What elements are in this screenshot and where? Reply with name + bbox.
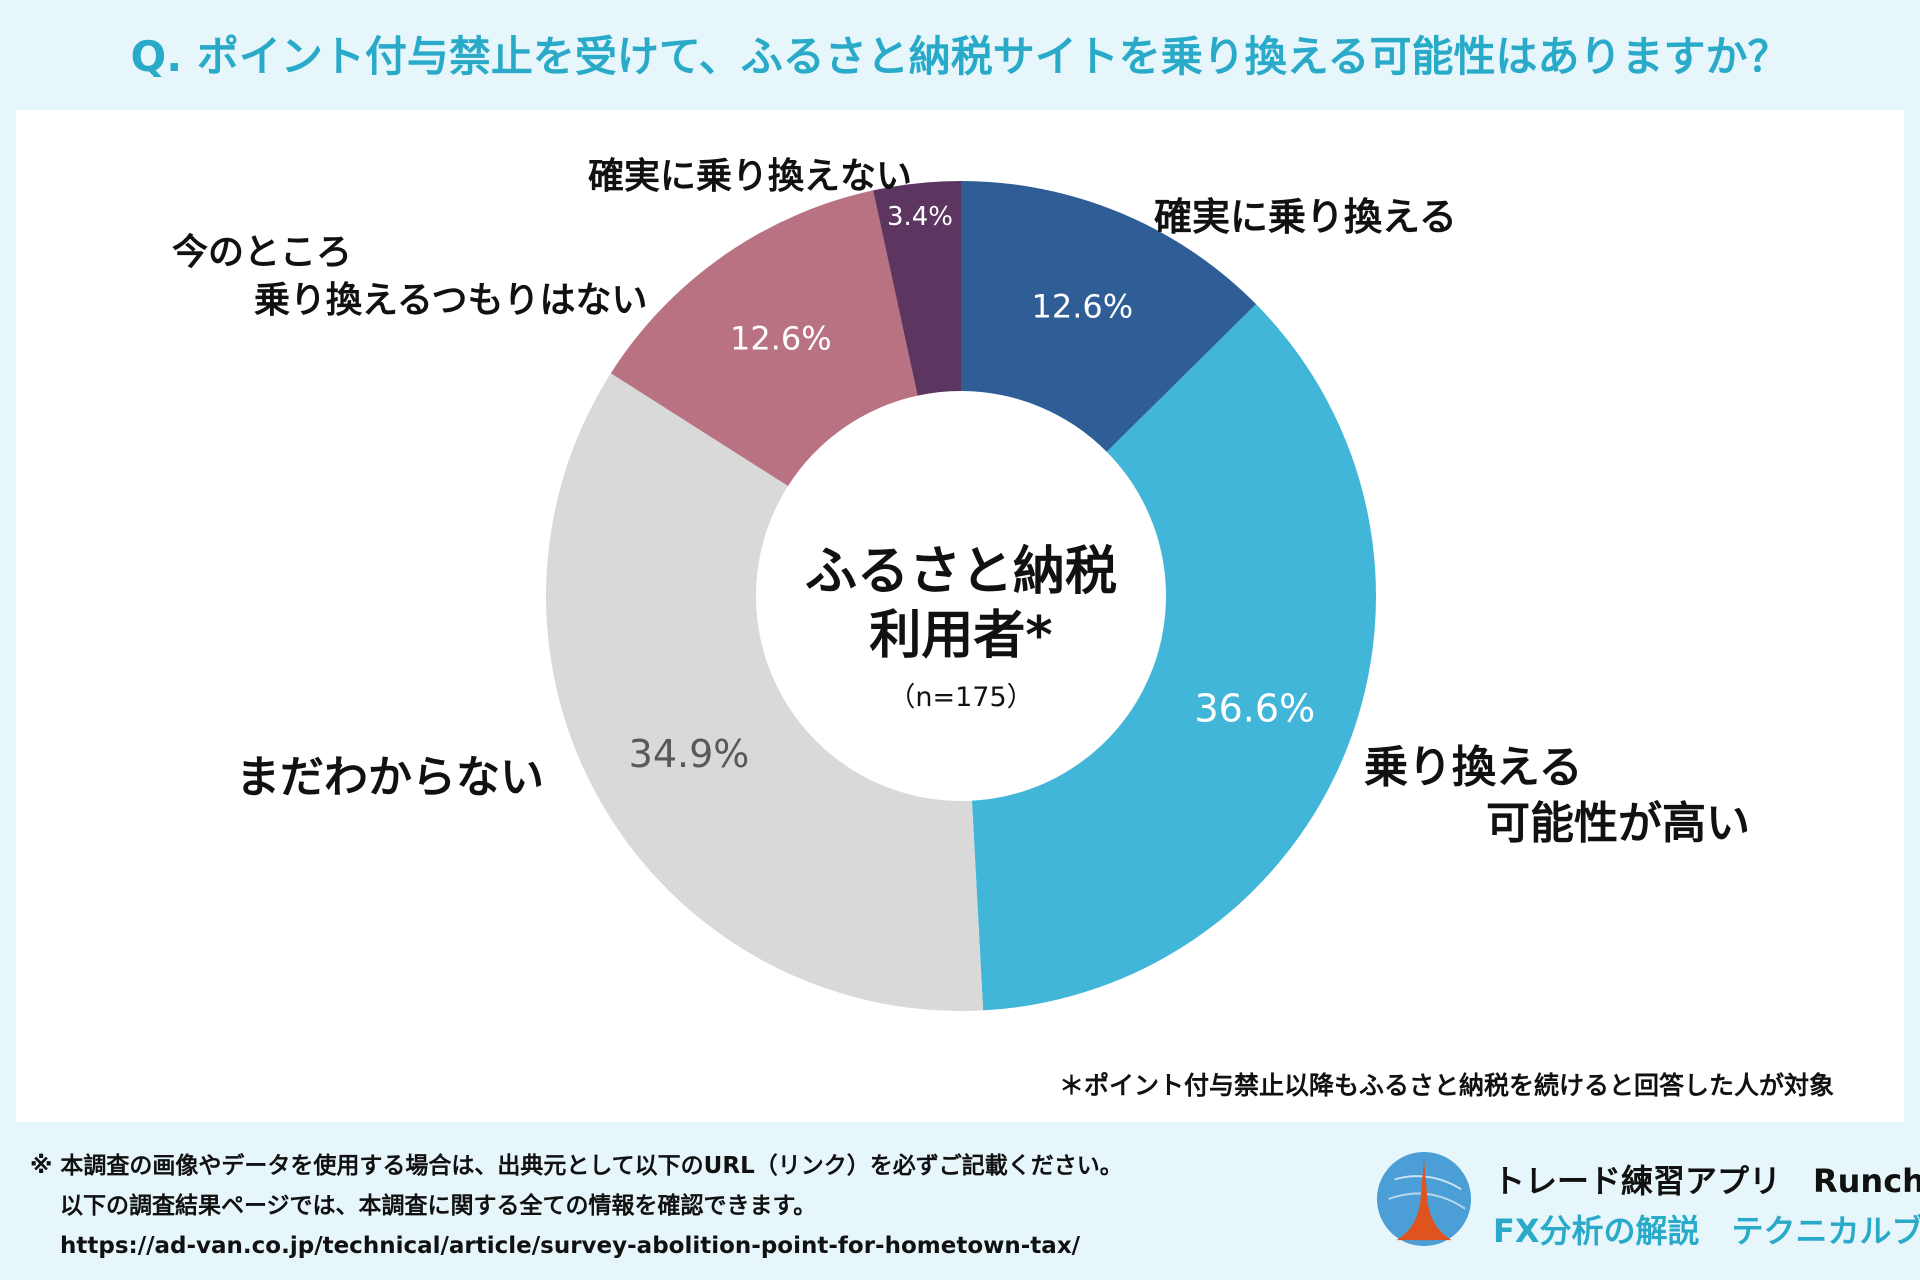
chart-panel: 12.6% 36.6% 34.9% 12.6% 3.4% ふるさと納税 利用者* （n=… (16, 110, 1904, 1122)
usage-notice: ※ 本調査の画像やデータを使用する場合は、出典元として以下のURL（リンク）を必… (30, 1146, 1123, 1266)
respondent-footnote: ＊ポイント付与禁止以降もふるさと納税を続けると回答した人が対象 (1058, 1071, 1834, 1100)
source-url-link[interactable]: https://ad-van.co.jp/technical/article/s… (60, 1233, 1081, 1259)
brand-name: トレード練習アプリ Runcha (1493, 1162, 1920, 1200)
slice-3 (610, 190, 918, 486)
notice-line2: 以下の調査結果ページでは、本調査に関する全ての情報を確認できます。 (60, 1193, 817, 1219)
slice-1 (971, 304, 1377, 1011)
donut-chart: 12.6% 36.6% 34.9% 12.6% 3.4% ふるさと納税 利用者* （n=… (545, 181, 1377, 1012)
label-imano-line1: 今のところ (172, 232, 353, 273)
label-imano-line2: 乗り換えるつもりはない (254, 280, 648, 321)
runcha-logo-icon (1376, 1151, 1472, 1247)
slice-4 (873, 181, 961, 396)
brand-subtitle: FX分析の解説 テクニカルブック (1493, 1212, 1920, 1250)
label-kanousei-line1: 乗り換える (1364, 742, 1583, 793)
slice-value-label-0: 12.6% (1032, 287, 1134, 325)
slice-2 (545, 373, 984, 1012)
slice-value-label-4: 3.4% (887, 202, 953, 232)
label-kakujitsu-norikaeru: 確実に乗り換える (1154, 195, 1457, 239)
center-label-line2: 利用者* (869, 606, 1052, 666)
label-kakujitsu-nai: 確実に乗り換えない (588, 156, 913, 197)
notice-line1: ※ 本調査の画像やデータを使用する場合は、出典元として以下のURL（リンク）を必… (30, 1153, 1123, 1179)
slice-value-label-3: 12.6% (730, 320, 832, 358)
bottom-bar: ※ 本調査の画像やデータを使用する場合は、出典元として以下のURL（リンク）を必… (0, 1122, 1920, 1280)
slice-value-label-1: 36.6% (1194, 687, 1315, 731)
label-mada: まだわからない (236, 752, 544, 803)
center-sublabel: （n=175） (888, 682, 1033, 713)
page-title: Q. ポイント付与禁止を受けて、ふるさと納税サイトを乗り換える可能性はありますか… (130, 31, 1790, 81)
label-kanousei-line2: 可能性が高い (1486, 798, 1750, 849)
slice-0 (961, 181, 1257, 452)
center-label-line1: ふるさと納税 (805, 542, 1117, 602)
brand-block: トレード練習アプリ Runcha FX分析の解説 テクニカルブック (1375, 1150, 1920, 1270)
slice-value-label-2: 34.9% (629, 732, 750, 776)
